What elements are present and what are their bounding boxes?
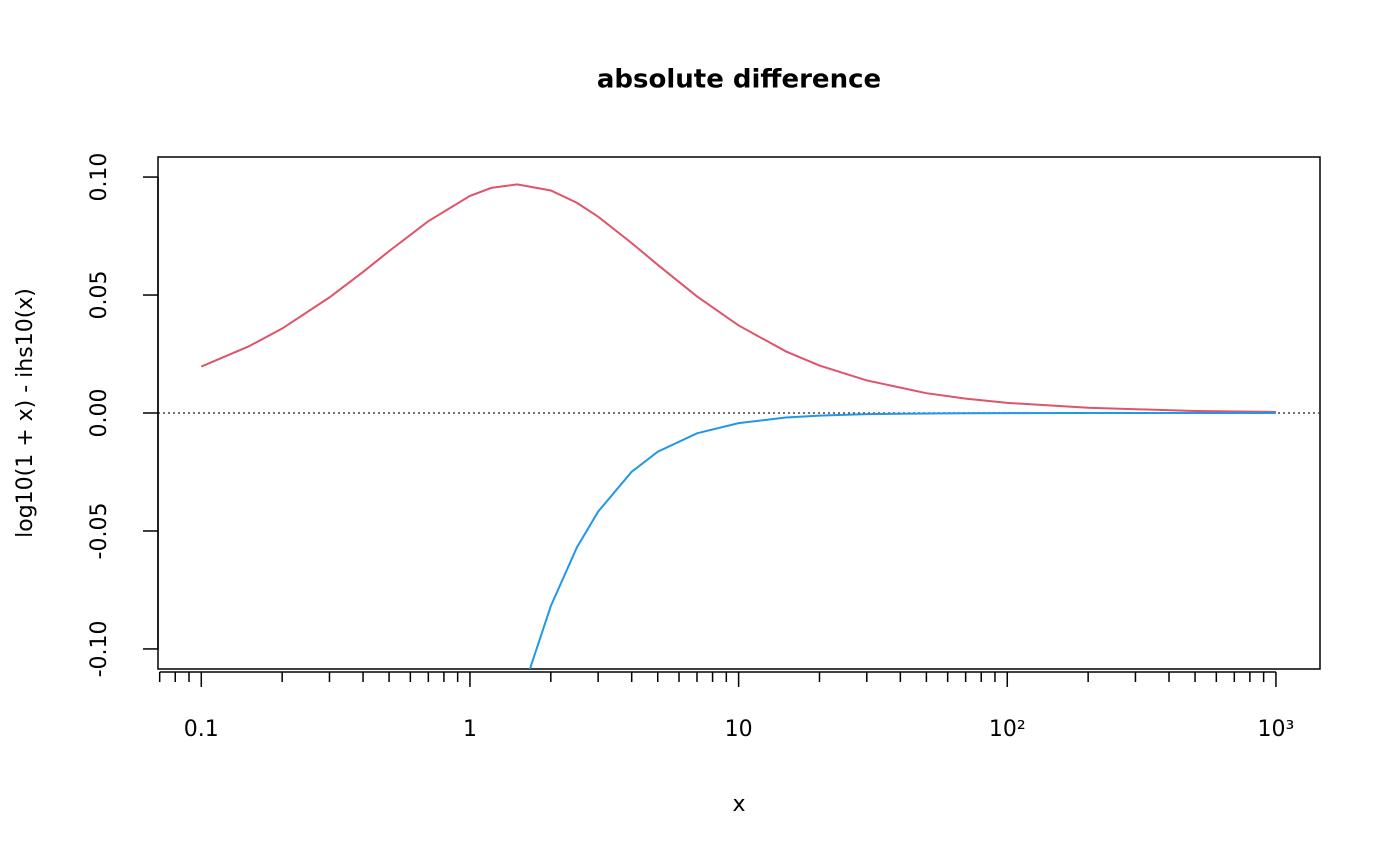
y-tick-label: -0.05 [87, 503, 112, 560]
x-tick-label: 10³ [1258, 717, 1295, 742]
y-tick-label: 0.10 [87, 153, 112, 202]
x-tick-label: 10 [725, 717, 753, 742]
plot-area [158, 183, 1320, 669]
y-tick-label: -0.10 [87, 620, 112, 677]
x-tick-label: 10² [989, 717, 1026, 742]
x-tick-label: 0.1 [184, 717, 219, 742]
series-line [528, 412, 1276, 669]
series-line [200, 183, 1276, 413]
y-axis-label: log10(1 + x) - ihs10(x) [13, 288, 38, 538]
x-tick-label: 1 [463, 717, 477, 742]
chart-title: absolute difference [597, 65, 881, 95]
y-tick-label: 0.05 [87, 271, 112, 320]
x-axis-label: x [732, 792, 745, 817]
y-tick-label: 0.00 [87, 389, 112, 438]
